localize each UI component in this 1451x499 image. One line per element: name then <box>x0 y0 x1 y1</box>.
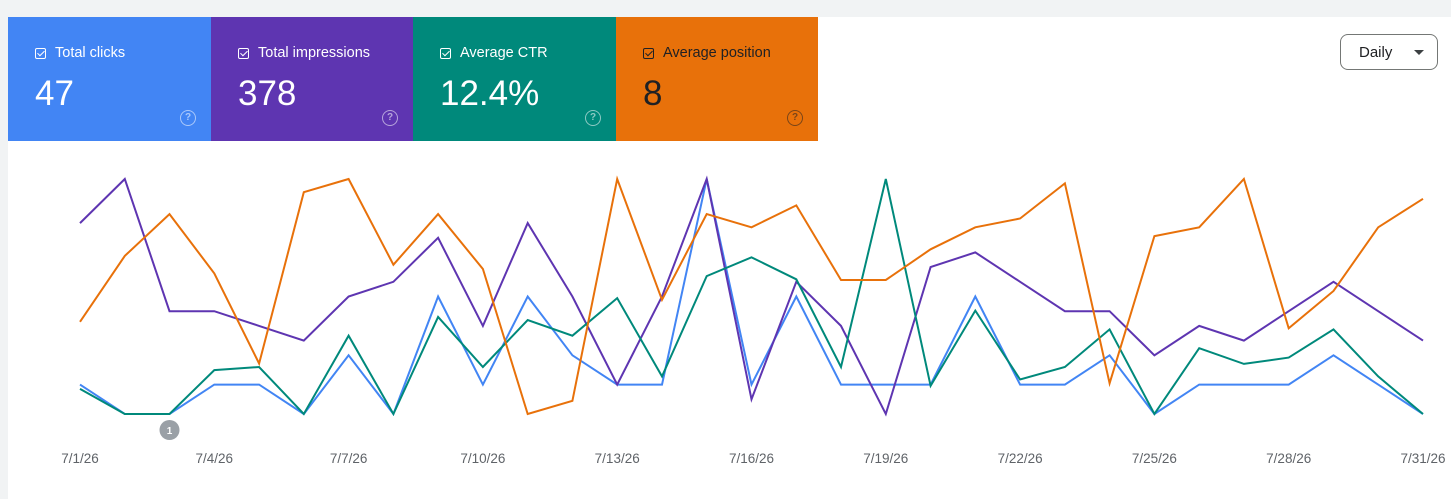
metric-card-total-clicks[interactable]: Total clicks 47 ? <box>8 17 211 141</box>
period-select[interactable]: Daily <box>1340 34 1438 70</box>
series-line-total-impressions <box>79 175 1424 417</box>
metric-label: Average CTR <box>460 45 548 61</box>
help-icon[interactable]: ? <box>180 110 196 126</box>
period-select-label: Daily <box>1359 43 1393 61</box>
help-icon[interactable]: ? <box>585 110 601 126</box>
metric-card-header: Total impressions <box>238 43 413 63</box>
checkbox-checked-icon[interactable] <box>35 47 46 59</box>
metric-card-header: Average position <box>643 43 818 63</box>
x-tick-label: 7/1/26 <box>61 451 99 466</box>
x-tick-label: 7/25/26 <box>1132 451 1177 466</box>
annotation-label: 1 <box>167 426 173 437</box>
help-icon[interactable]: ? <box>787 110 803 126</box>
x-tick-label: 7/7/26 <box>330 451 368 466</box>
series-line-total-clicks <box>79 178 1424 417</box>
metric-cards: Total clicks 47 ? Total impressions 378 … <box>8 17 818 141</box>
series-line-average-position <box>79 175 1424 416</box>
performance-line-chart: 7/1/26 7/4/26 7/7/26 7/10/26 7/13/26 7/16/26 7… <box>61 175 1446 466</box>
x-tick-label: 7/10/26 <box>460 451 505 466</box>
metric-card-average-position[interactable]: Average position 8 ? <box>616 17 818 141</box>
annotation-marker <box>159 420 180 440</box>
x-tick-label: 7/28/26 <box>1266 451 1311 466</box>
x-tick-label: 7/19/26 <box>863 451 908 466</box>
metric-label: Total impressions <box>258 45 371 61</box>
x-tick-label: 7/22/26 <box>998 451 1043 466</box>
metric-card-average-ctr[interactable]: Average CTR 12.4% ? <box>413 17 616 141</box>
performance-panel: 7/1/26 7/4/26 7/7/26 7/10/26 7/13/26 7/16/26 7… <box>8 17 1451 499</box>
help-icon[interactable]: ? <box>382 110 398 126</box>
x-tick-label: 7/4/26 <box>196 451 234 466</box>
checkbox-checked-icon[interactable] <box>440 47 451 59</box>
metric-card-total-impressions[interactable]: Total impressions 378 ? <box>211 17 413 141</box>
x-tick-label: 7/13/26 <box>595 451 640 466</box>
checkbox-checked-icon[interactable] <box>643 47 654 59</box>
x-tick-label: 7/16/26 <box>729 451 774 466</box>
metric-value: 12.4% <box>440 74 540 113</box>
metric-card-header: Average CTR <box>440 43 616 63</box>
checkbox-checked-icon[interactable] <box>238 47 249 59</box>
metric-card-header: Total clicks <box>35 43 211 63</box>
metric-value: 8 <box>643 74 663 113</box>
metric-value: 378 <box>238 74 297 113</box>
dropdown-caret-icon <box>1414 50 1424 55</box>
series-line-average-ctr <box>79 178 1424 417</box>
metric-value: 47 <box>35 74 74 113</box>
metric-label: Total clicks <box>55 45 126 61</box>
metric-label: Average position <box>663 45 771 61</box>
x-tick-label: 7/31/26 <box>1400 451 1445 466</box>
